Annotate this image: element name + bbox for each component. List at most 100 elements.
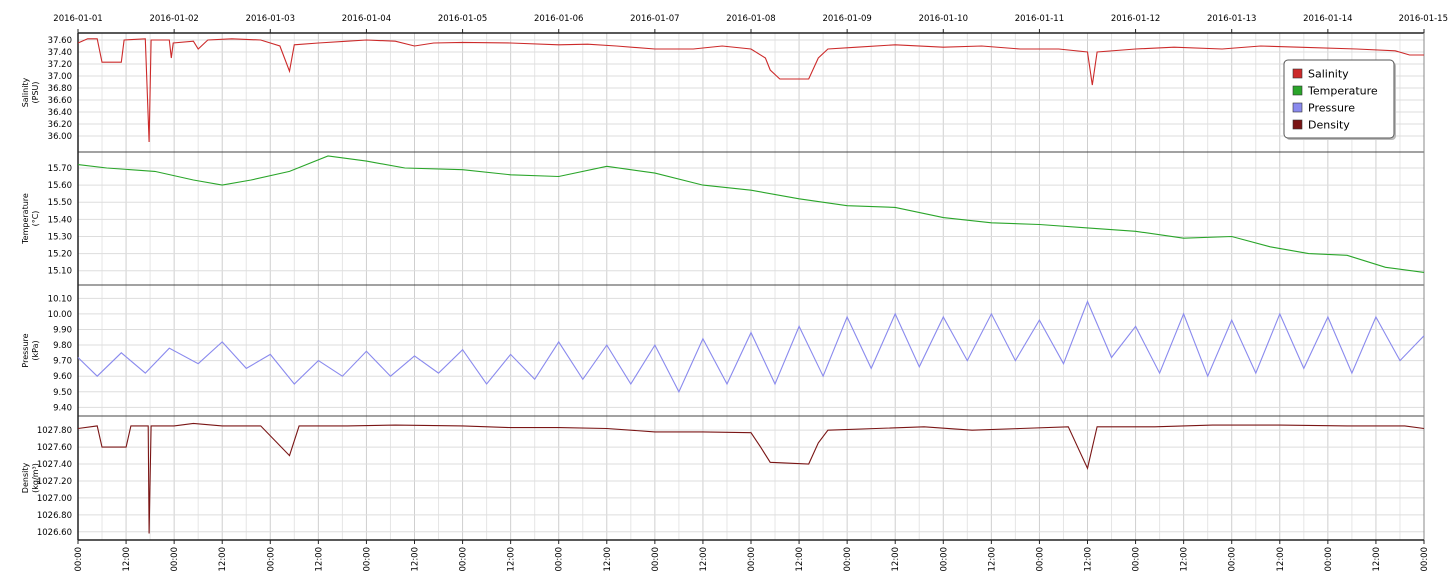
y-tick-label: 9.80: [53, 341, 72, 351]
y-tick-label: 15.60: [48, 181, 72, 191]
y-axis-title: (kPa): [31, 340, 40, 360]
bottom-time-label: 00:00: [1420, 547, 1430, 572]
bottom-time-label: 12:00: [218, 547, 228, 572]
top-date-label: 2016-01-13: [1207, 14, 1256, 24]
top-date-label: 2016-01-06: [534, 14, 583, 24]
top-date-label: 2016-01-03: [246, 14, 295, 24]
bottom-time-label: 12:00: [891, 547, 901, 572]
tick-layer: 36.00 36.20 36.40 36.60 36.80 37.00 37.20 37.40…: [21, 14, 1448, 572]
bottom-time-label: 00:00: [1324, 547, 1334, 572]
y-tick-label: 1027.80: [37, 426, 72, 436]
y-tick-label: 9.50: [53, 388, 72, 398]
y-axis-title: (°C): [31, 211, 40, 227]
bottom-time-label: 12:00: [987, 547, 997, 572]
bottom-time-label: 00:00: [651, 547, 661, 572]
y-axis-title: (kg/m³): [31, 463, 40, 493]
top-date-label: 2016-01-15: [1399, 14, 1448, 24]
y-tick-label: 9.70: [53, 357, 72, 367]
y-tick-label: 37.40: [48, 48, 72, 58]
bottom-time-label: 12:00: [411, 547, 421, 572]
y-tick-label: 37.00: [48, 72, 72, 82]
frame-layer: [77, 29, 1425, 544]
bottom-time-label: 00:00: [362, 547, 372, 572]
y-tick-label: 15.30: [48, 232, 72, 242]
y-tick-label: 1027.00: [37, 494, 72, 504]
series-line-pressure: [77, 300, 1425, 394]
top-date-label: 2016-01-04: [342, 14, 391, 24]
legend-label: Density: [1308, 119, 1350, 132]
top-date-label: 2016-01-01: [53, 14, 102, 24]
series-line-salinity: [77, 38, 1424, 143]
bottom-time-label: 12:00: [507, 547, 517, 572]
y-tick-label: 15.70: [48, 164, 72, 174]
bottom-time-label: 00:00: [843, 547, 853, 572]
y-tick-label: 15.10: [48, 267, 72, 277]
y-tick-label: 1026.80: [37, 511, 72, 521]
legend-swatch: [1292, 68, 1303, 79]
bottom-time-label: 00:00: [74, 547, 84, 572]
top-date-label: 2016-01-12: [1111, 14, 1160, 24]
bottom-time-label: 12:00: [122, 547, 132, 572]
bottom-time-label: 00:00: [747, 547, 757, 572]
grid-layer: [77, 33, 1425, 540]
legend-swatch: [1292, 119, 1303, 130]
legend-label: Salinity: [1308, 68, 1349, 81]
top-date-label: 2016-01-05: [438, 14, 487, 24]
bottom-time-label: 12:00: [603, 547, 613, 572]
legend-swatch: [1292, 85, 1303, 96]
y-tick-label: 1026.60: [37, 528, 72, 538]
legend-label: Pressure: [1308, 102, 1355, 115]
y-tick-label: 1027.40: [37, 460, 72, 470]
y-tick-label: 36.80: [48, 84, 72, 94]
top-date-label: 2016-01-08: [726, 14, 775, 24]
top-date-label: 2016-01-02: [149, 14, 198, 24]
chart-legend: Salinity Temperature Pressure Density: [1283, 59, 1396, 140]
y-tick-label: 15.40: [48, 215, 72, 225]
legend-swatch: [1292, 102, 1303, 113]
top-date-label: 2016-01-11: [1015, 14, 1064, 24]
y-axis-title: Temperature: [21, 193, 30, 245]
series-line-temperature: [77, 155, 1425, 273]
top-date-label: 2016-01-10: [919, 14, 968, 24]
y-tick-label: 9.90: [53, 325, 72, 335]
top-date-label: 2016-01-07: [630, 14, 679, 24]
y-tick-label: 10.10: [48, 294, 72, 304]
bottom-time-label: 12:00: [1372, 547, 1382, 572]
bottom-time-label: 12:00: [1084, 547, 1094, 572]
bottom-time-label: 12:00: [699, 547, 709, 572]
series-line-density: [77, 422, 1425, 534]
y-tick-label: 15.50: [48, 198, 72, 208]
bottom-time-label: 00:00: [266, 547, 276, 572]
top-date-label: 2016-01-14: [1303, 14, 1352, 24]
bottom-time-label: 12:00: [795, 547, 805, 572]
legend-box: [1283, 59, 1395, 139]
legend-label: Temperature: [1307, 85, 1378, 98]
y-tick-label: 9.60: [53, 372, 72, 382]
y-axis-title: Density: [21, 463, 30, 494]
bottom-time-label: 00:00: [1035, 547, 1045, 572]
y-axis-title: Salinity: [21, 77, 30, 107]
y-tick-label: 37.20: [48, 60, 72, 70]
y-tick-label: 9.40: [53, 403, 72, 413]
y-tick-label: 15.20: [48, 250, 72, 260]
y-tick-label: 36.20: [48, 120, 72, 130]
y-axis-title: Pressure: [21, 333, 30, 367]
y-tick-label: 36.40: [48, 108, 72, 118]
bottom-time-label: 00:00: [939, 547, 949, 572]
bottom-time-label: 00:00: [1228, 547, 1238, 572]
bottom-time-label: 12:00: [314, 547, 324, 572]
y-tick-label: 37.60: [48, 36, 72, 46]
bottom-time-label: 00:00: [1132, 547, 1142, 572]
y-axis-title: (PSU): [31, 82, 40, 104]
y-tick-label: 36.60: [48, 96, 72, 106]
bottom-time-label: 12:00: [1180, 547, 1190, 572]
y-tick-label: 1027.60: [37, 443, 72, 453]
y-tick-label: 10.00: [48, 310, 72, 320]
y-tick-label: 36.00: [48, 132, 72, 142]
y-tick-label: 1027.20: [37, 477, 72, 487]
top-date-label: 2016-01-09: [822, 14, 871, 24]
bottom-time-label: 00:00: [170, 547, 180, 572]
bottom-time-label: 00:00: [459, 547, 469, 572]
